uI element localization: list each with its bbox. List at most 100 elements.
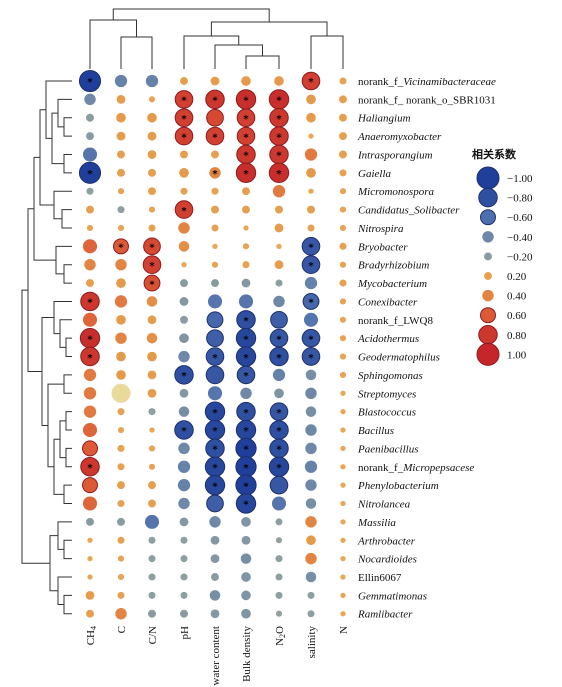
cell-r24-c7: [305, 516, 317, 528]
cell-r3-c7: [308, 133, 314, 139]
cell-r8-c8: [339, 224, 347, 232]
cell-r4-c0: [82, 147, 98, 162]
cell-r23-c5: [235, 493, 257, 514]
cell-r18-c8: [340, 409, 346, 415]
row-label-italic-19: Bacillus: [358, 425, 394, 437]
cell-r4-c4: [211, 150, 219, 159]
row-label-plain-13: norank_f_LWQ8: [358, 315, 433, 327]
significance-star-r1-c3: *: [181, 96, 187, 107]
row-label-italic-5: Gaiella: [358, 168, 391, 180]
row-label-italic-10: Bradyrhizobium: [358, 260, 429, 272]
cell-r1-c4: [205, 89, 225, 110]
cell-r4-c3: [180, 150, 188, 159]
cell-r7-c5: [242, 205, 250, 214]
cell-r13-c7: [303, 312, 319, 327]
cell-r0-c6: [274, 76, 284, 86]
cell-r16-c4: [205, 365, 225, 385]
cell-r16-c0: [83, 368, 97, 382]
cell-r6-c1: [117, 188, 125, 195]
row-label-6: Micromonospora: [357, 186, 434, 198]
cell-r17-c5: [240, 387, 252, 400]
significance-star-r12-c7: *: [308, 298, 314, 309]
cell-r29-c6: [275, 610, 283, 617]
cell-r16-c3: [174, 365, 194, 385]
cell-r19-c7: [305, 424, 317, 436]
row-link-16-23: [47, 383, 64, 468]
cell-r3-c8: [339, 132, 347, 141]
significance-star-r21-c5: *: [243, 463, 249, 474]
cell-r5-c8: [339, 169, 347, 177]
significance-star-r3-c3: *: [181, 132, 187, 143]
significance-star-r4-c5: *: [243, 151, 249, 162]
row-label-italic-0: Vicinamibacteraceae: [403, 76, 496, 88]
cell-r6-c5: [242, 187, 250, 196]
row-label-3: Anaeromyxobacter: [357, 131, 442, 143]
cell-r11-c6: [275, 279, 283, 287]
cell-r5-c2: [148, 168, 156, 177]
cell-r23-c3: [178, 497, 190, 510]
cell-r4-c1: [117, 150, 125, 159]
cell-r27-c5: [241, 572, 251, 582]
cell-r0-c4: [210, 76, 220, 86]
cell-r23-c8: [340, 500, 346, 507]
cell-r11-c1: [116, 278, 126, 288]
row-label-13: norank_f_LWQ8: [358, 315, 433, 327]
legend-swatch-5: [484, 272, 492, 280]
cell-r16-c1: [116, 370, 126, 380]
cell-r25-c2: [148, 536, 156, 544]
cell-r13-c2: [147, 315, 157, 325]
row-label-4: Intrasporangium: [357, 149, 433, 161]
cell-r14-c3: [179, 333, 189, 344]
cell-r9-c7: [301, 237, 321, 256]
significance-star-r22-c5: *: [243, 481, 249, 492]
cell-r0-c5: [241, 76, 251, 86]
cell-r21-c1: [117, 463, 125, 471]
cell-r27-c1: [117, 573, 125, 581]
row-label-0: norank_f_Vicinamibacteraceae: [358, 76, 496, 88]
cell-r2-c8: [339, 113, 347, 122]
row-link-7-8: [61, 209, 72, 229]
cell-r4-c7: [304, 148, 318, 161]
row-label-28: Gemmatimonas: [358, 590, 427, 602]
row-link-14-15: [65, 337, 72, 358]
column-label-4: water content: [210, 626, 222, 686]
cell-r25-c1: [117, 536, 125, 544]
cell-r7-c4: [211, 205, 219, 214]
cell-r29-c8: [340, 611, 346, 617]
row-label-24: Massilia: [357, 517, 396, 529]
cell-r10-c7: [301, 255, 321, 275]
legend-label-4: −0.20: [507, 251, 533, 263]
row-label-10: Bradyrhizobium: [358, 260, 429, 272]
row-label-1: norank_f_ norank_o_SBR1031: [358, 94, 496, 106]
row-label-italic-17: Streptomyces: [358, 388, 416, 400]
cell-r20-c8: [340, 445, 346, 452]
cell-r22-c0: [82, 477, 98, 494]
row-label-16: Sphingomonas: [358, 370, 423, 382]
row-label-plain-27: Ellin6067: [358, 572, 402, 584]
cell-r14-c1: [115, 332, 127, 344]
row-label-italic-16: Sphingomonas: [358, 370, 423, 382]
legend-swatch-9: [476, 342, 500, 366]
cell-r20-c0: [82, 440, 98, 457]
row-label-9: Bryobacter: [358, 241, 408, 253]
cell-r13-c3: [180, 315, 188, 324]
significance-star-r18-c5: *: [243, 408, 249, 419]
significance-star-r19-c4: *: [212, 426, 218, 437]
row-label-italic-21: Micropepsacese: [402, 462, 474, 474]
row-label-italic-18: Blastococcus: [358, 407, 416, 419]
cell-r18-c0: [83, 405, 97, 418]
legend-swatch-6: [482, 289, 494, 302]
cell-r9-c6: [276, 243, 282, 249]
significance-star-r5-c6: *: [276, 169, 282, 180]
row-dendrogram: [21, 80, 72, 615]
cell-r21-c0: [80, 457, 100, 477]
column-labels: CH4 C C/N pH water content Bulk density N2O sal…: [85, 626, 350, 686]
cell-r0-c7: [301, 71, 321, 91]
significance-star-r15-c0: *: [87, 353, 93, 364]
cell-r26-c1: [117, 555, 125, 562]
cell-r11-c3: [180, 279, 188, 288]
cell-r19-c0: [82, 422, 98, 438]
significance-star-r2-c5: *: [243, 114, 249, 125]
significance-star-r14-c0: *: [87, 334, 93, 345]
row-label-plain-0: norank_f_: [358, 76, 404, 88]
